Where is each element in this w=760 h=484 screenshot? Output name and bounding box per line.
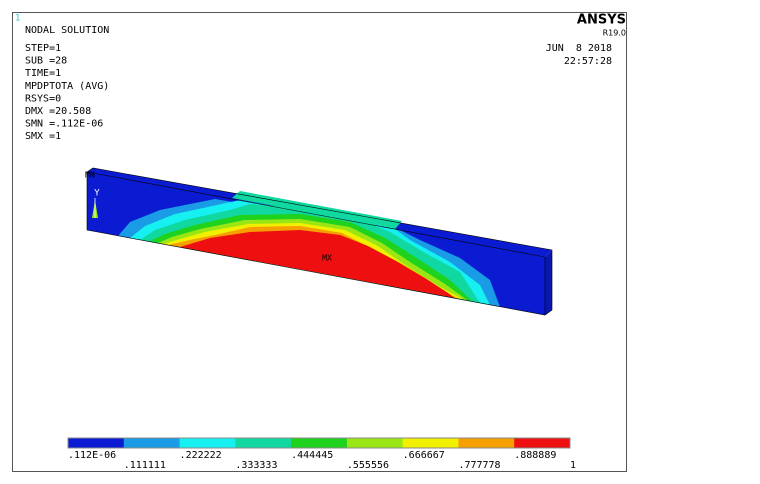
legend-label: .666667 xyxy=(403,450,445,461)
legend-swatch xyxy=(291,438,348,448)
legend-swatch xyxy=(68,438,125,448)
time: 22:57:28 xyxy=(564,56,612,67)
beam-end-face xyxy=(545,250,552,315)
window-number: 1 xyxy=(15,14,20,24)
contour-legend: .112E-06 .111111 .222222 .333333 .444445 .555… xyxy=(67,437,576,471)
legend-label: .222222 xyxy=(180,450,222,461)
legend-swatch xyxy=(179,438,236,448)
max-label: MX xyxy=(322,254,332,263)
legend-label: .112E-06 xyxy=(68,450,116,461)
legend-label: 1 xyxy=(570,460,576,471)
info-line: RSYS=0 xyxy=(25,93,61,104)
legend-label: .333333 xyxy=(235,460,277,471)
info-line: DMX =20.508 xyxy=(25,106,91,117)
date: JUN 8 2018 xyxy=(546,43,612,54)
legend-swatch xyxy=(514,438,571,448)
beam-edge xyxy=(86,171,546,258)
legend-swatch xyxy=(458,438,515,448)
legend-label: .111111 xyxy=(124,460,166,471)
info-line: NODAL SOLUTION xyxy=(25,25,109,36)
legend-label: .444445 xyxy=(291,450,333,461)
info-line: SMN =.112E-06 xyxy=(25,119,103,130)
axis-label: Y xyxy=(94,189,100,199)
info-line: SUB =28 xyxy=(25,56,67,67)
brand-name: ANSYS xyxy=(577,13,626,28)
legend-label: .555556 xyxy=(347,460,389,471)
contour-band xyxy=(180,230,455,298)
legend-swatch xyxy=(402,438,459,448)
beam-model: Y MN MX xyxy=(85,167,553,316)
legend-border xyxy=(67,437,571,449)
beam-outline xyxy=(86,167,553,316)
legend-label: .777778 xyxy=(458,460,500,471)
info-line: STEP=1 xyxy=(25,43,61,54)
legend-swatch xyxy=(235,438,292,448)
legend-label: .888889 xyxy=(514,450,556,461)
info-line: SMX =1 xyxy=(25,131,61,142)
legend-swatch xyxy=(123,438,181,448)
info-line: TIME=1 xyxy=(25,68,61,79)
min-label: MN xyxy=(85,171,95,180)
brand-version: R19.0 xyxy=(603,29,626,38)
legend-swatch xyxy=(346,438,404,448)
info-line: MPDPTOTA (AVG) xyxy=(25,81,109,92)
